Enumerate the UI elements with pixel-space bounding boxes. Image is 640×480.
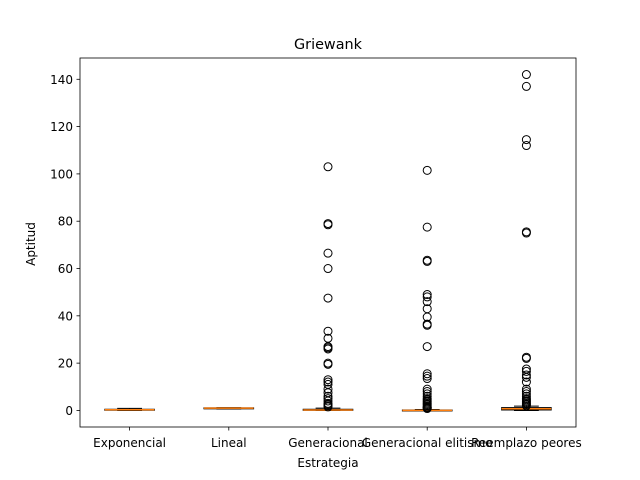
plot-frame xyxy=(79,57,577,428)
outlier-point xyxy=(521,70,531,80)
y-tick-label: 20 xyxy=(58,357,73,371)
y-tick-label: 120 xyxy=(50,120,73,134)
outlier-point xyxy=(323,293,333,303)
outlier-point xyxy=(422,256,432,266)
x-tick-label: Generacional xyxy=(288,436,368,450)
outlier-point xyxy=(521,366,531,376)
x-tick-label: Reemplazo peores xyxy=(471,436,582,450)
y-tick-label: 80 xyxy=(58,215,73,229)
x-tick-label: Exponencial xyxy=(93,436,166,450)
outlier-point xyxy=(521,228,531,238)
y-tick-label: 100 xyxy=(50,167,73,181)
x-tick-label: Generacional elitismo xyxy=(362,436,493,450)
outlier-point xyxy=(422,374,432,384)
outlier-point xyxy=(521,135,531,145)
outlier-point xyxy=(521,377,531,387)
outlier-point xyxy=(521,141,531,151)
outlier-point xyxy=(422,222,432,232)
outlier-point xyxy=(323,220,333,230)
chart-title: Griewank xyxy=(294,37,363,53)
plot-area: 0 20 40 60 80 100 120 140 Exponencial Lineal Gener… xyxy=(50,70,582,450)
y-tick-label: 60 xyxy=(58,262,73,276)
outlier-point xyxy=(422,371,432,381)
outlier-point xyxy=(323,377,333,387)
outlier-point xyxy=(422,342,432,352)
y-tick-label: 40 xyxy=(58,309,73,323)
outlier-point xyxy=(422,297,432,307)
outlier-point xyxy=(422,165,432,175)
outlier-point xyxy=(323,248,333,258)
outlier-point xyxy=(521,372,531,382)
outlier-point xyxy=(323,326,333,336)
outlier-point xyxy=(521,81,531,91)
outlier-point xyxy=(323,162,333,172)
outlier-point xyxy=(422,320,432,330)
outlier-point xyxy=(422,290,432,300)
y-tick-label: 140 xyxy=(50,73,73,87)
outlier-point xyxy=(521,401,531,411)
x-axis-label: Estrategia xyxy=(297,456,358,470)
outlier-point xyxy=(323,384,333,394)
outlier-point xyxy=(323,359,333,369)
outlier-point xyxy=(323,396,333,406)
outlier-point xyxy=(422,369,432,379)
x-tick-label: Lineal xyxy=(211,436,247,450)
y-axis-label: Aptitud xyxy=(24,222,38,266)
y-tick-label: 0 xyxy=(65,404,73,418)
outlier-point xyxy=(521,353,531,363)
outlier-point xyxy=(323,344,333,354)
outlier-point xyxy=(521,384,531,394)
outlier-point xyxy=(422,404,432,414)
outlier-point xyxy=(422,384,432,394)
outlier-point xyxy=(323,375,333,385)
outlier-point xyxy=(422,292,432,302)
outlier-point xyxy=(323,402,333,412)
outlier-point xyxy=(323,264,333,274)
outlier-point xyxy=(521,370,531,380)
